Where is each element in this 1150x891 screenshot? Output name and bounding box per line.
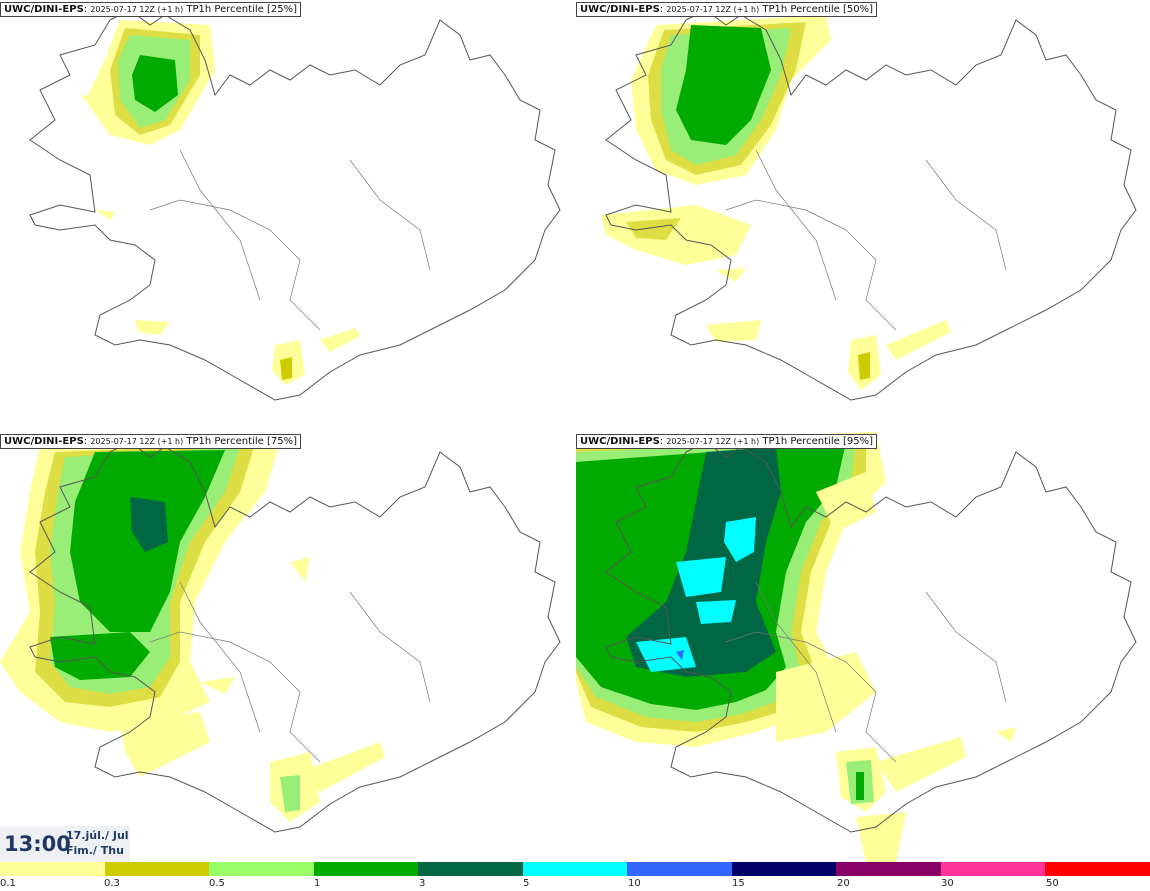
legend-tick-label: 0.5 <box>209 878 225 889</box>
precip-map-p25 <box>29 9 561 401</box>
legend-segment <box>940 862 1046 876</box>
legend-segment <box>313 862 419 876</box>
legend-tick-label: 15 <box>732 878 745 889</box>
legend-tick-label: 30 <box>941 878 954 889</box>
legend-tick-label: 1 <box>314 878 321 889</box>
map-panel-p95: UWC/DINI-EPS: 2025-07-17 12Z (+1 h) TP1h… <box>576 432 1150 862</box>
legend-segment <box>209 862 314 876</box>
legend-tick-label: 5 <box>523 878 530 889</box>
map-panel-p75: UWC/DINI-EPS: 2025-07-17 12Z (+1 h) TP1h… <box>0 432 574 862</box>
legend-tick-label: 0.1 <box>0 878 16 889</box>
legend-segment <box>1045 862 1150 876</box>
legend-segment <box>836 862 941 876</box>
legend-tick-label: 10 <box>628 878 641 889</box>
panel-title: UWC/DINI-EPS: 2025-07-17 12Z (+1 h) TP1h… <box>576 2 877 17</box>
valid-time: 13:00 <box>4 832 71 856</box>
legend-segment <box>627 862 732 876</box>
precip-map-p75 <box>0 441 561 833</box>
legend-tick-label: 50 <box>1046 878 1059 889</box>
precip-map-p50 <box>601 9 1137 401</box>
panel-title: UWC/DINI-EPS: 2025-07-17 12Z (+1 h) TP1h… <box>0 2 301 17</box>
legend-segment <box>104 862 210 876</box>
valid-weekday: Fim./ Thu <box>66 844 124 857</box>
legend-tick-label: 3 <box>419 878 426 889</box>
precip-map-p95 <box>576 432 1137 862</box>
legend-segment <box>0 862 105 876</box>
panel-title: UWC/DINI-EPS: 2025-07-17 12Z (+1 h) TP1h… <box>0 434 301 449</box>
legend-segment <box>731 862 837 876</box>
color-legend: 0.1 0.3 0.5 1 3 5 10 15 20 30 50 <box>0 862 1150 891</box>
legend-bar <box>0 862 1150 876</box>
legend-tick-label: 20 <box>837 878 850 889</box>
map-panel-p25: UWC/DINI-EPS: 2025-07-17 12Z (+1 h) TP1h… <box>0 0 574 430</box>
legend-tick-label: 0.3 <box>104 878 120 889</box>
valid-time-box: 13:00 17.júl./ Jul Fim./ Thu <box>0 826 130 862</box>
valid-date: 17.júl./ Jul <box>66 829 129 842</box>
map-panel-p50: UWC/DINI-EPS: 2025-07-17 12Z (+1 h) TP1h… <box>576 0 1150 430</box>
legend-segment <box>522 862 628 876</box>
legend-segment <box>418 862 523 876</box>
panel-title: UWC/DINI-EPS: 2025-07-17 12Z (+1 h) TP1h… <box>576 434 877 449</box>
